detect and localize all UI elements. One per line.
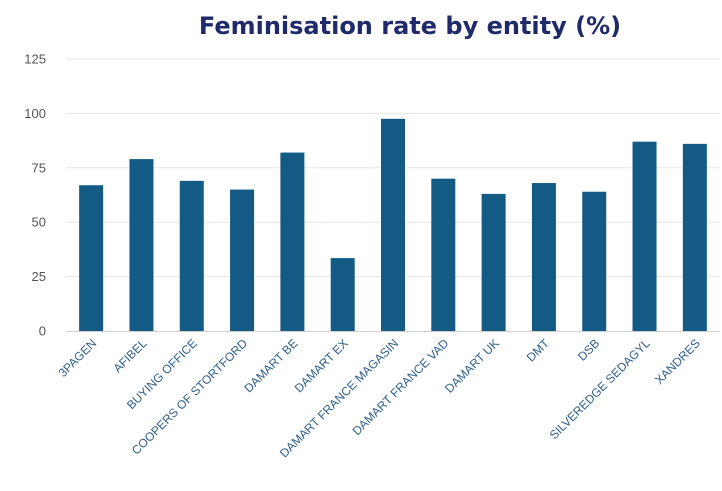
bar (381, 118, 405, 331)
y-tick-label: 75 (32, 160, 46, 175)
chart-title: Feminisation rate by entity (%) (198, 12, 622, 40)
bars (79, 118, 707, 331)
y-tick-label: 100 (24, 106, 46, 121)
x-tick-label: XANDRES (652, 336, 703, 387)
x-tick-label: AFIBEL (110, 336, 149, 375)
bar (79, 185, 104, 331)
x-tick-label: DAMART UK (442, 336, 502, 396)
bar (330, 258, 355, 331)
x-tick-label: SILVEREDGE SEDAGYL (547, 336, 653, 442)
y-axis-ticks: 0 25 50 75 100 125 (24, 52, 46, 339)
bar (481, 193, 506, 331)
y-tick-label: 0 (39, 324, 46, 339)
bar (129, 159, 154, 331)
bar (682, 143, 707, 331)
bar (179, 180, 204, 331)
y-tick-label: 50 (32, 215, 46, 230)
x-tick-label: 3PAGEN (56, 336, 100, 380)
x-tick-label: DAMART FRANCE VAD (350, 336, 452, 438)
bar (431, 178, 456, 331)
bar (230, 189, 255, 331)
bar (531, 183, 556, 331)
y-tick-label: 125 (24, 52, 46, 67)
x-tick-label: DSB (575, 336, 602, 363)
x-tick-label: DMT (524, 336, 553, 365)
y-tick-label: 25 (32, 269, 46, 284)
bar (632, 141, 657, 331)
bar (582, 191, 607, 331)
bar (280, 152, 305, 331)
